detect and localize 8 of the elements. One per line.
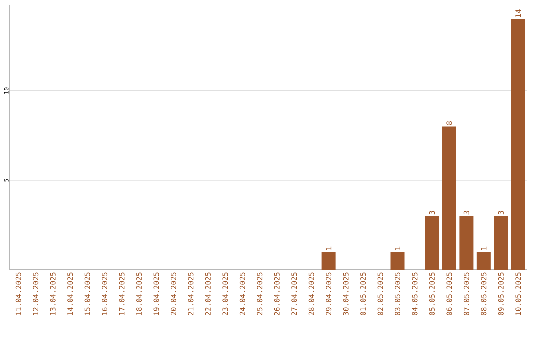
- bar: [460, 216, 474, 270]
- bar: [390, 252, 405, 270]
- bar: [494, 216, 508, 270]
- bar: [476, 252, 491, 270]
- bar: [425, 216, 440, 270]
- bar: [442, 126, 456, 270]
- bar: [511, 19, 526, 270]
- bar: [322, 252, 336, 270]
